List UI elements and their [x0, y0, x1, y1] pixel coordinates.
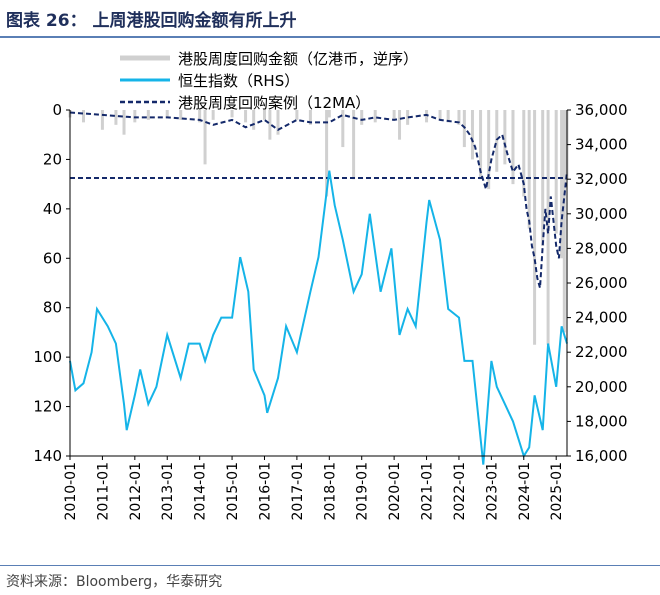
title-rule [0, 36, 660, 38]
left-tick-label: 120 [33, 398, 62, 416]
x-tick-label: 2015-01 [225, 462, 241, 521]
right-tick-label: 30,000 [575, 205, 628, 223]
right-tick-label: 20,000 [575, 378, 628, 396]
axes: 0 20 40 60 80 100 120 140 16,000 18,000 20,000 22,0… [33, 101, 627, 521]
source-note: 资料来源：Bloomberg，华泰研究 [6, 574, 223, 590]
hsi-series-line [69, 170, 568, 465]
chart-area: 0 20 40 60 80 100 120 140 16,000 18,000 20,000 22,0… [33, 50, 627, 521]
left-tick-label: 80 [43, 299, 62, 317]
x-tick-label: 2024-01 [517, 462, 533, 521]
x-tick-label: 2013-01 [160, 462, 176, 521]
source-rule [0, 565, 660, 566]
right-tick-label: 24,000 [575, 309, 628, 327]
x-tick-label: 2023-01 [484, 462, 500, 521]
x-tick-label: 2014-01 [193, 462, 209, 521]
x-tick-label: 2016-01 [257, 462, 273, 521]
legend: 港股周度回购金额（亿港币，逆序） 恒生指数（RHS） 港股周度回购案例（12MA） [120, 50, 418, 112]
x-tick-label: 2022-01 [452, 462, 468, 520]
legend-label: 恒生指数（RHS） [178, 72, 299, 90]
left-tick-label: 60 [43, 249, 62, 267]
hsi-line [69, 170, 568, 465]
x-tick-label: 2019-01 [355, 462, 371, 521]
right-tick-label: 28,000 [575, 239, 628, 257]
legend-label: 港股周度回购金额（亿港币，逆序） [178, 50, 418, 68]
right-tick-label: 36,000 [575, 101, 628, 119]
x-tick-label: 2021-01 [420, 462, 436, 521]
x-tick-label: 2011-01 [95, 462, 111, 521]
right-tick-label: 22,000 [575, 343, 628, 361]
x-tick-label: 2018-01 [322, 462, 338, 521]
x-tick-label: 2025-01 [549, 462, 565, 521]
left-tick-label: 100 [33, 348, 62, 366]
ma-series-line [69, 111, 568, 289]
right-tick-label: 18,000 [575, 412, 628, 430]
legend-label: 港股周度回购案例（12MA） [178, 94, 370, 112]
left-tick-label: 140 [33, 447, 62, 465]
x-tick-label: 2012-01 [128, 462, 144, 521]
right-tick-label: 16,000 [575, 447, 628, 465]
right-tick-label: 34,000 [575, 136, 628, 154]
buyback-bars [68, 110, 569, 345]
x-tick-label: 2017-01 [290, 462, 306, 521]
right-tick-label: 26,000 [575, 274, 628, 292]
x-tick-label: 2010-01 [63, 462, 79, 521]
right-tick-label: 32,000 [575, 170, 628, 188]
figure-header: 图表 26： 上周港股回购金额有所上升 [0, 0, 660, 38]
left-tick-label: 0 [52, 101, 62, 119]
x-tick-label: 2020-01 [387, 462, 403, 521]
ma-line [69, 111, 568, 289]
left-tick-label: 20 [43, 150, 62, 168]
left-tick-label: 40 [43, 200, 62, 218]
figure-title: 图表 26： 上周港股回购金额有所上升 [6, 11, 297, 31]
